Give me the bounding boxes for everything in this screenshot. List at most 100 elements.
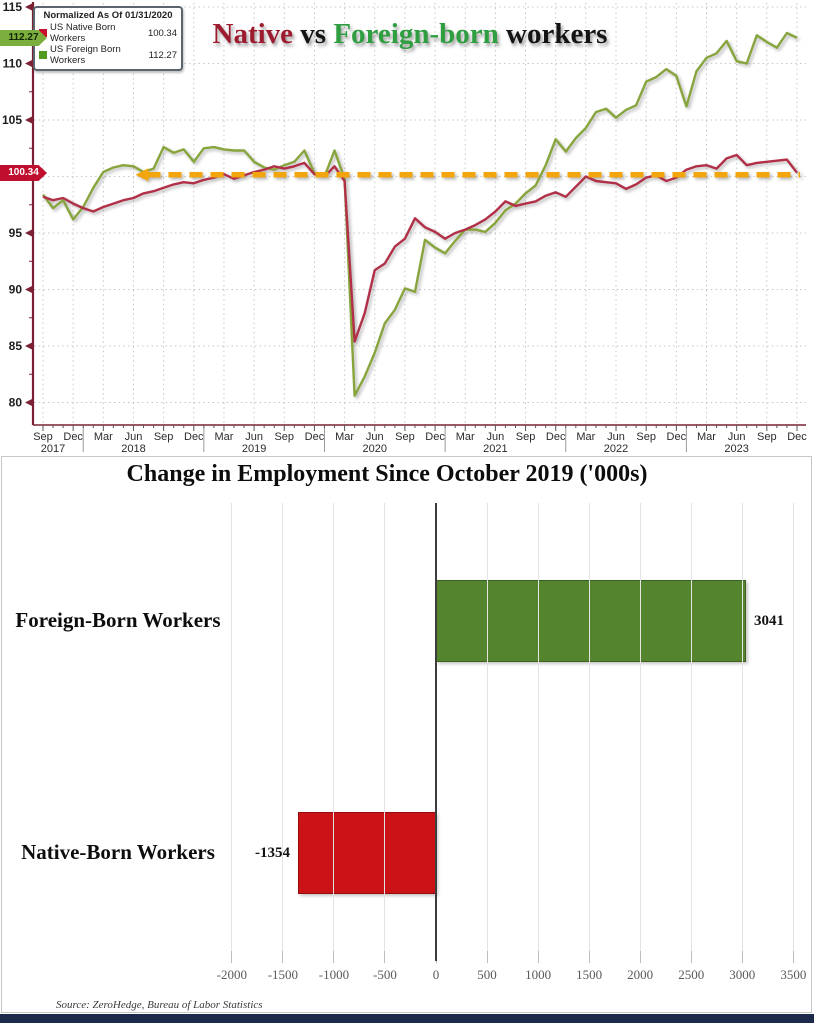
bar-gridline <box>384 503 386 961</box>
x-year-label: 2022 <box>604 443 628 455</box>
bar-axis-tick-label: -2000 <box>216 967 247 982</box>
line-chart-title: Native vs Foreign-born workers <box>170 18 650 51</box>
y-tick-label: 90 <box>9 283 23 297</box>
x-month-label: Jun <box>366 431 384 443</box>
category-label-native: Native-Born Workers <box>21 840 215 864</box>
baseline-arrow-icon <box>135 168 149 182</box>
foreign-born-line <box>42 31 798 397</box>
title-part-native: Native <box>212 18 294 50</box>
bar-axis-tick-label: 3500 <box>780 967 807 982</box>
x-month-label: Dec <box>184 431 204 443</box>
title-part-workers: workers <box>498 18 608 50</box>
bar-gridline <box>792 503 794 961</box>
x-month-label: Dec <box>667 431 687 443</box>
bar-axis-tick <box>792 951 794 963</box>
source-note: Source: ZeroHedge, Bureau of Labor Stati… <box>56 999 263 1011</box>
bar-axis-tick <box>231 951 233 963</box>
line-chart-canvas: 80859095100105110115SepDecMarJunSepDecMa… <box>2 0 807 455</box>
native-vs-foreign-line-chart: 80859095100105110115SepDecMarJunSepDecMa… <box>0 0 814 456</box>
bar-gridline <box>537 503 539 961</box>
bar-axis-tick <box>384 951 386 963</box>
x-month-label: Jun <box>728 431 746 443</box>
legend-value-native: 100.34 <box>147 27 177 39</box>
x-month-label: Sep <box>274 431 294 443</box>
x-month-label: Sep <box>154 431 174 443</box>
y-tick-arrow-icon <box>25 59 33 68</box>
bar-gridline <box>282 503 284 961</box>
legend-value-foreign: 112.27 <box>148 49 177 61</box>
employment-change-bar-chart: Change in Employment Since October 2019 … <box>1 456 812 1013</box>
x-month-label: Dec <box>305 431 325 443</box>
legend: Normalized As Of 01/31/2020 US Native Bo… <box>33 6 183 71</box>
x-year-label: 2021 <box>483 443 507 455</box>
bar-axis-tick <box>690 951 692 963</box>
bar-gridline <box>741 503 743 961</box>
x-month-label: Dec <box>63 431 83 443</box>
bar-axis-tick-label: 500 <box>477 967 497 982</box>
x-month-label: Sep <box>33 431 53 443</box>
bar-axis-tick <box>537 951 539 963</box>
bar-axis-tick-label: 3000 <box>729 967 756 982</box>
bar-gridline <box>690 503 692 961</box>
native-last-value-tag: 100.34 <box>0 165 47 181</box>
x-month-label: Mar <box>576 431 595 443</box>
title-part-vs: vs <box>293 18 334 50</box>
bar-axis-tick-label: 2000 <box>627 967 654 982</box>
legend-title: Normalized As Of 01/31/2020 <box>43 10 173 21</box>
x-month-label: Sep <box>636 431 656 443</box>
bar-gridline <box>588 503 590 961</box>
y-tick-arrow-icon <box>25 116 33 124</box>
x-month-label: Dec <box>787 431 807 443</box>
x-year-label: 2017 <box>41 443 65 455</box>
native-series-swatch-icon <box>39 29 47 37</box>
x-month-label: Sep <box>516 431 536 443</box>
y-tick-arrow-icon <box>25 342 33 350</box>
native-born-bar <box>297 812 436 894</box>
bar-axis-tick-label: 2500 <box>678 967 705 982</box>
bar-axis-tick-label: 1500 <box>576 967 603 982</box>
bar-axis-tick-label: 1000 <box>525 967 552 982</box>
bar-axis-tick-label: 0 <box>432 967 440 982</box>
bar-axis-tick <box>333 951 335 963</box>
y-tick-label: 110 <box>3 57 23 71</box>
bar-gridline <box>231 503 233 961</box>
y-tick-label: 85 <box>9 339 23 353</box>
y-tick-arrow-icon <box>25 3 33 11</box>
legend-label-foreign: US Foreign Born Workers <box>50 44 121 66</box>
x-month-label: Dec <box>425 431 445 443</box>
legend-item-foreign: US Foreign Born Workers 112.27 <box>39 44 177 66</box>
title-part-foreign: Foreign-born <box>333 18 499 50</box>
bar-gridline <box>486 503 488 961</box>
y-tick-arrow-icon <box>25 398 33 407</box>
x-month-label: Jun <box>245 431 263 443</box>
x-month-label: Sep <box>757 431 777 443</box>
x-month-label: Mar <box>94 431 113 443</box>
bar-gridline <box>639 503 641 961</box>
x-month-label: Dec <box>546 431 566 443</box>
x-month-label: Mar <box>456 431 475 443</box>
bar-axis-tick <box>741 951 743 963</box>
y-tick-label: 80 <box>9 396 23 410</box>
x-month-label: Mar <box>214 431 233 443</box>
y-tick-arrow-icon <box>25 229 33 237</box>
bar-axis-tick <box>486 951 488 963</box>
x-year-label: 2018 <box>121 443 145 455</box>
bar-axis-tick <box>639 951 641 963</box>
bar-axis-tick-label: -1000 <box>318 967 350 982</box>
bottom-border-bar <box>0 1014 814 1023</box>
series-group <box>42 31 800 397</box>
bar-chart-title: Change in Employment Since October 2019 … <box>126 461 648 487</box>
value-label-native: -1354 <box>255 845 290 861</box>
y-tick-label: 105 <box>2 113 22 127</box>
native-born-line <box>42 153 798 343</box>
x-year-label: 2023 <box>724 443 748 455</box>
x-month-label: Mar <box>697 431 716 443</box>
bar-axis-tick <box>588 951 590 963</box>
x-month-label: Jun <box>487 431 505 443</box>
x-month-label: Sep <box>395 431 415 443</box>
foreign-last-value-tag: 112.27 <box>0 30 47 46</box>
bar-axis-tick-label: -1500 <box>267 967 299 982</box>
x-month-label: Jun <box>125 431 143 443</box>
x-month-label: Jun <box>607 431 625 443</box>
